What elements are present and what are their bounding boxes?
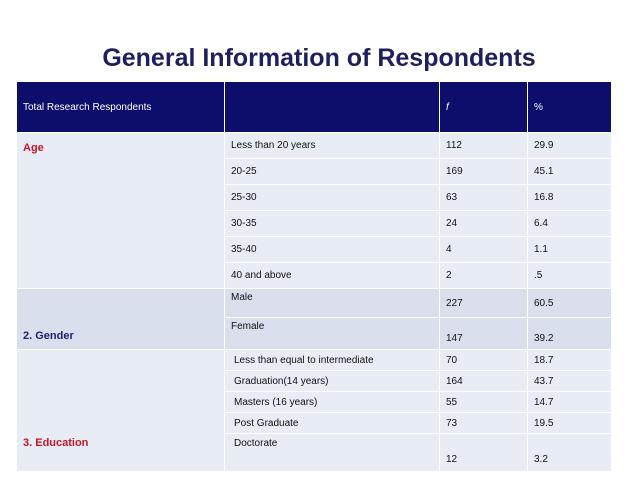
row-percent: 60.5 [527, 288, 612, 318]
row-frequency: 112 [439, 132, 528, 159]
row-frequency: 12 [439, 433, 528, 472]
row-percent: 19.5 [527, 412, 612, 434]
row-frequency: 63 [439, 184, 528, 211]
table-row: Masters (16 years) 55 14.7 [17, 391, 612, 413]
table-row: Female 147 39.2 [17, 317, 612, 350]
table-header-row: Total Research Respondents f % [16, 81, 612, 133]
row-label: Post Graduate [224, 412, 440, 434]
row-frequency: 169 [439, 158, 528, 185]
row-label: 30-35 [224, 210, 440, 237]
row-label: Male [224, 288, 440, 318]
row-label: Masters (16 years) [224, 391, 440, 413]
row-frequency: 147 [439, 317, 528, 350]
row-percent: 43.7 [527, 370, 612, 392]
table-row: Graduation(14 years) 164 43.7 [17, 370, 612, 392]
table-row: 25-30 63 16.8 [17, 184, 612, 211]
section-label-education: 3. Education [16, 349, 225, 472]
table-row: Doctorate 12 3.2 [17, 433, 612, 472]
row-percent: 1.1 [527, 236, 612, 263]
row-frequency: 2 [439, 262, 528, 289]
header-frequency: f [439, 81, 528, 133]
row-percent: 39.2 [527, 317, 612, 350]
row-percent: 6.4 [527, 210, 612, 237]
row-label: 25-30 [224, 184, 440, 211]
header-total-respondents: Total Research Respondents [16, 81, 225, 133]
row-percent: .5 [527, 262, 612, 289]
row-label: Graduation(14 years) [224, 370, 440, 392]
row-percent: 29.9 [527, 132, 612, 159]
row-frequency: 4 [439, 236, 528, 263]
row-label: Female [224, 317, 440, 350]
row-frequency: 164 [439, 370, 528, 392]
table-row: Post Graduate 73 19.5 [17, 412, 612, 434]
table-row: 40 and above 2 .5 [17, 262, 612, 289]
row-percent: 18.7 [527, 349, 612, 371]
row-percent: 14.7 [527, 391, 612, 413]
table-row: 20-25 169 45.1 [17, 158, 612, 185]
header-category [224, 81, 440, 133]
table-row: 3. Education Less than equal to intermed… [16, 349, 612, 472]
row-label: 35-40 [224, 236, 440, 263]
header-percent: % [527, 81, 612, 133]
table-row: 35-40 4 1.1 [17, 236, 612, 263]
respondents-table: Total Research Respondents f % Age Less … [16, 81, 612, 472]
row-frequency: 73 [439, 412, 528, 434]
row-label: Less than equal to intermediate [224, 349, 440, 371]
table-row: 30-35 24 6.4 [17, 210, 612, 237]
row-label: Doctorate [224, 433, 440, 472]
section-label-age: Age [16, 132, 225, 289]
row-label: Less than 20 years [224, 132, 440, 159]
row-frequency: 70 [439, 349, 528, 371]
row-percent: 3.2 [527, 433, 612, 472]
table-row: 2. Gender Male 227 60.5 [16, 288, 612, 350]
table-row: Age Less than 20 years 112 29.9 [16, 132, 612, 289]
row-percent: 16.8 [527, 184, 612, 211]
row-frequency: 55 [439, 391, 528, 413]
row-percent: 45.1 [527, 158, 612, 185]
row-label: 20-25 [224, 158, 440, 185]
row-label: 40 and above [224, 262, 440, 289]
row-frequency: 24 [439, 210, 528, 237]
slide-title: General Information of Respondents [102, 44, 536, 72]
section-label-gender: 2. Gender [16, 288, 225, 350]
row-frequency: 227 [439, 288, 528, 318]
